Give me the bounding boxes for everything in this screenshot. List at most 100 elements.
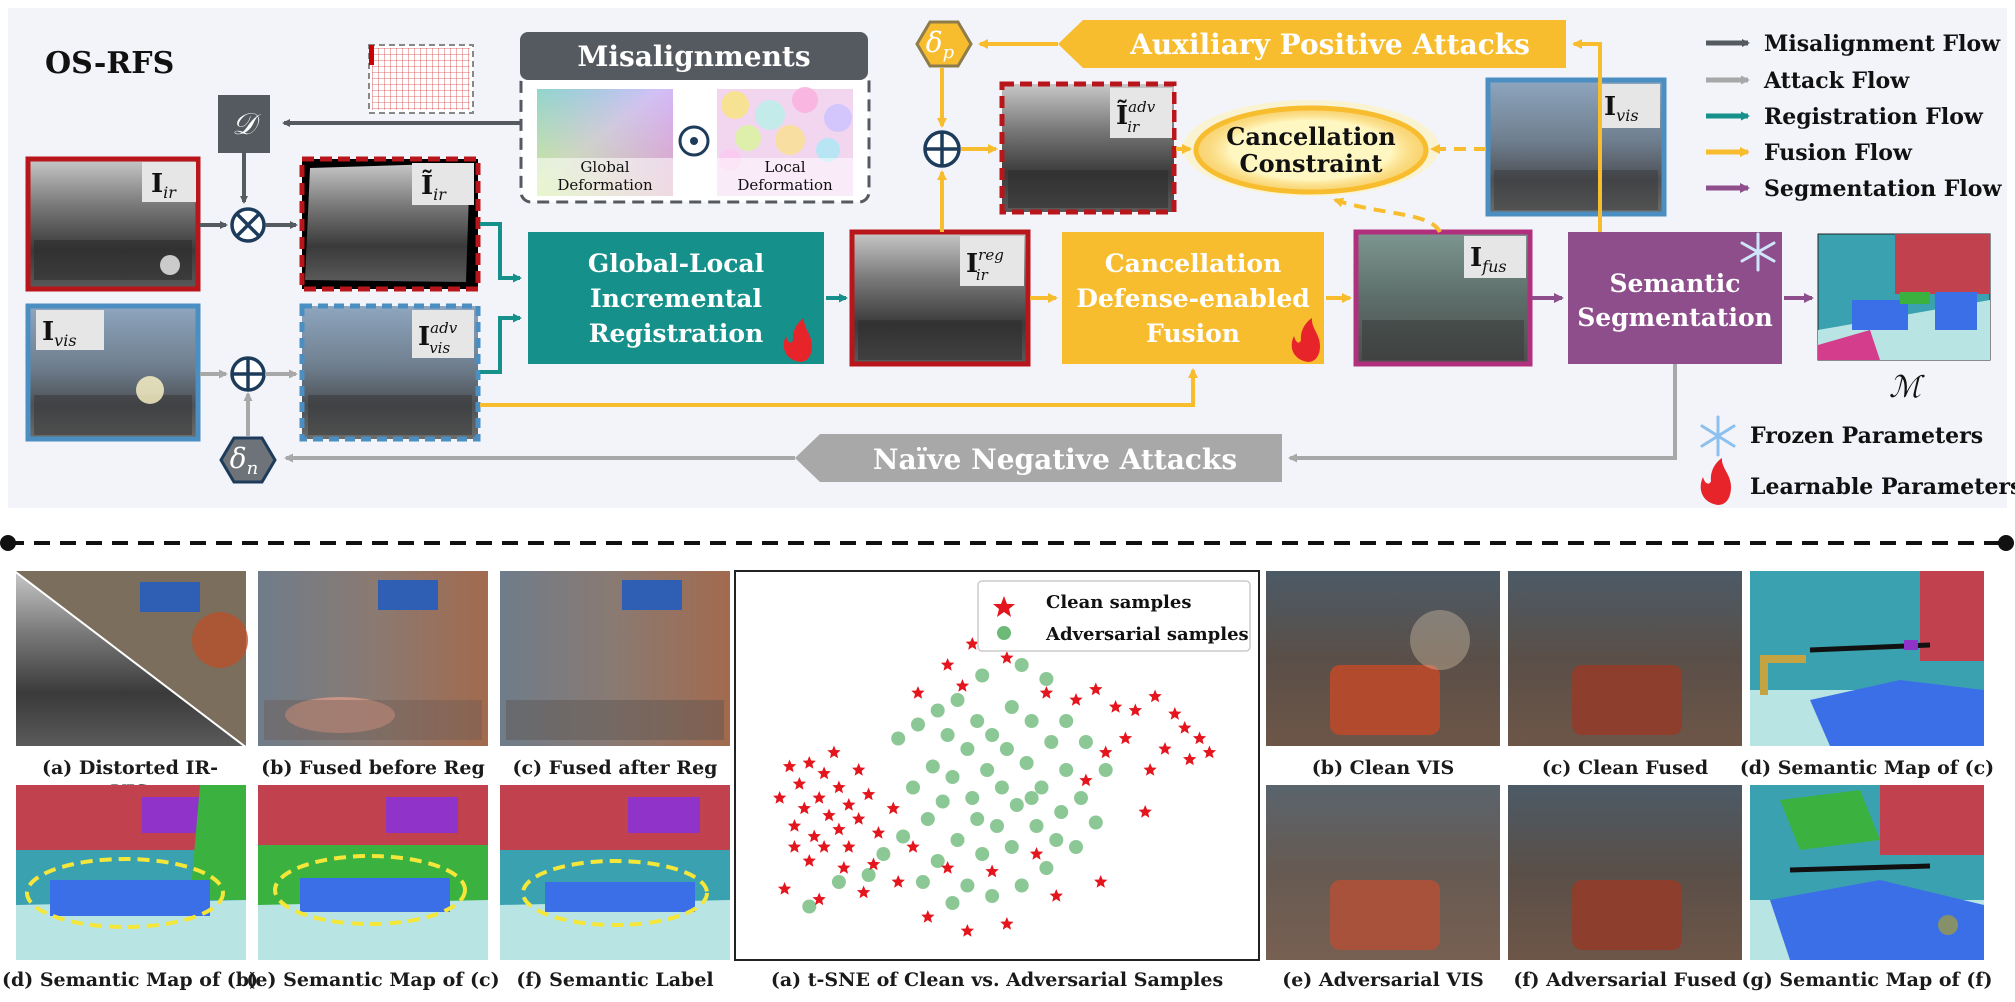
vis-input-label: Ivis [42,317,77,350]
tsne-point-clean [812,791,826,804]
delta-n-symbol: δn [230,442,258,479]
legend-learnable: Learnable Parameters [1750,474,2015,500]
hadamard-operator [678,125,710,157]
delta-p-symbol: δp [926,26,955,63]
tsne-point-clean [837,861,851,874]
tsne-point-adversarial [950,833,965,847]
tsne-point-clean [985,864,999,878]
tsne-point-clean [787,840,802,853]
tsne-point-adversarial [861,868,876,882]
tsne-point-clean [921,910,935,923]
flow-arrows [200,39,1814,463]
tsne-point-clean [871,826,886,839]
adversarial-fused-image [1508,785,1742,960]
global-deformation-map: Global Deformation [537,89,673,196]
semantic-map-b [16,785,246,960]
caption-clean-fused: (c) Clean Fused [1542,757,1708,779]
caption-adversarial-vis: (e) Adversarial VIS [1282,969,1484,991]
tsne-point-adversarial [906,780,920,795]
tsne-legend-adversarial: Adversarial samples [1045,624,1249,645]
registration-label-3: Registration [589,319,764,348]
vis-input-image: Ivis [25,303,201,442]
legend-attack-flow: Attack Flow [1763,68,1910,94]
tsne-point-adversarial [965,791,980,805]
deformation-operator-box [218,95,270,153]
tsne-point-clean [787,819,802,832]
caption-adversarial-fused: (f) Adversarial Fused [1513,969,1736,991]
misaligned-ir-label: Ĩir [421,169,447,204]
tsne-point-adversarial [891,731,906,746]
tsne-point-clean [906,840,920,853]
tsne-point-clean [1178,721,1192,734]
tsne-point-clean [1079,773,1093,787]
tsne-point-clean [1128,703,1142,717]
tsne-point-clean [1039,686,1054,699]
tsne-point-adversarial [1009,798,1024,812]
tsne-point-adversarial [1059,763,1074,777]
segmentation-snowflake-icon [1740,232,1776,272]
section-separator [0,535,2014,551]
tsne-point-clean [960,924,974,937]
tsne-point-clean [852,763,866,776]
tsne-point-adversarial [802,899,817,914]
caption-semantic-map-b: (d) Semantic Map of (b) [2,969,258,991]
registration-block [528,232,824,364]
tsne-point-clean [832,780,846,794]
tsne-point-adversarial [994,780,1009,795]
fused-before-reg-image [258,571,488,746]
legend-misalignment-flow: Misalignment Flow [1764,31,2001,57]
tsne-point-clean [1108,700,1123,713]
registration-label-2: Incremental [590,284,762,313]
registered-ir-image: Ireg ir [849,229,1031,367]
tsne-point-adversarial [1074,791,1088,805]
adversarial-vis-image: Iadv vis [299,303,481,442]
tsne-legend-star [993,596,1015,617]
tsne-point-clean [812,892,826,906]
legend-frozen: Frozen Parameters [1750,423,1983,449]
caption-semantic-map-c-left: (e) Semantic Map of (c) [246,969,499,991]
tsne-point-clean [852,812,866,825]
tsne-point-clean [911,686,925,699]
tsne-point-adversarial [911,717,925,732]
tsne-point-clean [1148,689,1162,703]
positive-attacks-banner [1058,20,1566,68]
clean-vis-image [1266,571,1500,746]
tsne-point-clean [1089,682,1103,696]
tsne-point-clean [1029,847,1044,860]
caption-clean-vis: (b) Clean VIS [1312,757,1454,779]
tsne-point-adversarial [940,728,955,742]
cancellation-constraint [1193,105,1429,195]
segmentation-label-2: Segmentation [1577,303,1773,332]
tsne-point-clean [940,861,955,874]
tsne-point-adversarial [896,829,911,844]
tsne-point-adversarial [945,896,960,910]
tsne-point-clean [832,822,846,836]
tsne-point-clean [1183,752,1197,766]
tsne-point-adversarial [960,878,975,893]
tsne-point-adversarial [990,819,1004,833]
tsne-point-adversarial [935,794,950,809]
fused-label: Ifus [1470,243,1507,276]
caption-semantic-label: (f) Semantic Label [516,969,713,991]
tsne-point-adversarial [1004,840,1019,854]
fusion-label-3: Fusion [1146,319,1240,348]
registration-flame-icon [783,318,812,362]
adversarial-ir-image: Ĩadv ir [999,81,1177,215]
tsne-point-adversarial [985,728,1000,742]
ir-input-image: Iir [25,156,201,292]
tsne-point-clean [1143,763,1157,776]
semantic-map-output [1817,233,1991,361]
registration-label-1: Global-Local [588,249,764,278]
tsne-point-adversarial [930,703,945,718]
tsne-point-clean [940,658,955,671]
tsne-point-clean [797,801,811,815]
segmentation-block [1568,232,1782,364]
tsne-point-clean [886,801,900,815]
ir-input-label: Iir [151,169,177,202]
tsne-point-adversarial [1034,780,1049,795]
global-deformation-label-2: Deformation [557,176,653,194]
tsne-point-adversarial [920,812,935,826]
tsne-point-adversarial [975,847,990,861]
misalignments-heading: Misalignments [577,40,810,73]
tsne-point-adversarial [876,847,891,861]
